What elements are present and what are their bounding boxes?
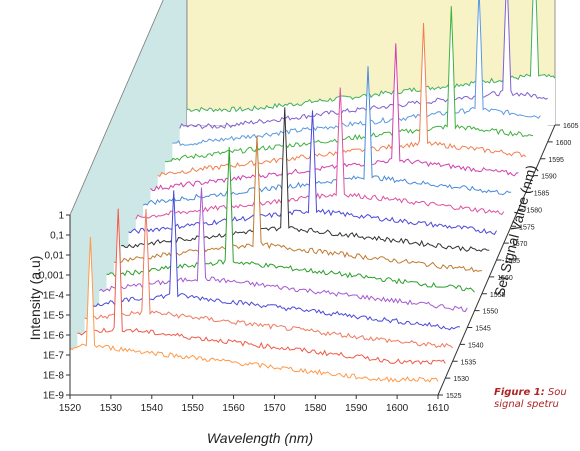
- y-tick-label: 1E-8: [43, 371, 65, 382]
- spectrum-face-1585: [157, 22, 526, 193]
- spectrum-face-1525: [70, 236, 438, 395]
- y-tick-label: 1E-7: [43, 351, 65, 362]
- spectra-series-group: [69, 0, 556, 395]
- z-tick-label: 1575: [519, 224, 535, 231]
- spectrum-face-1580: [150, 43, 519, 210]
- spectrum-1605: [186, 0, 556, 113]
- z-tick-label: 1570: [512, 241, 528, 248]
- spectrum-1575: [142, 66, 512, 206]
- spectrum-1600: [179, 0, 548, 130]
- spectrum-1545: [98, 187, 468, 313]
- caption-line2: signal spetru: [494, 399, 559, 410]
- spectrum-1590: [164, 6, 534, 163]
- spectrum-1540: [91, 190, 461, 331]
- spectrum-face-1590: [165, 6, 534, 176]
- spectrum-face-1535: [84, 209, 453, 362]
- spectrum-1560: [121, 107, 490, 252]
- z-tick-label: 1565: [505, 258, 521, 265]
- x-tick-label: 1540: [141, 403, 164, 414]
- z-tick-label: 1540: [468, 342, 484, 349]
- caption-label: Figure 1:: [494, 387, 545, 398]
- caption-text: Sou: [544, 387, 567, 398]
- x-axis-title: Wavelength (nm): [207, 430, 313, 446]
- z-tick-label: 1590: [541, 174, 557, 181]
- z-tick-label: 1555: [490, 292, 506, 299]
- spectrum-1525: [69, 236, 439, 383]
- z-tick-label: 1560: [497, 275, 513, 282]
- z-tick-label: 1545: [475, 326, 491, 333]
- y-tick-label: 0,01: [45, 251, 65, 262]
- z-tick-label: 1605: [563, 123, 579, 130]
- y-tick-label: 1E-5: [43, 311, 65, 322]
- y-tick-label: 1E-6: [43, 331, 65, 342]
- x-tick-label: 1520: [59, 403, 82, 414]
- spectrum-face-1570: [135, 87, 504, 244]
- spectrum-1570: [135, 87, 505, 220]
- spectrum-face-1605: [187, 0, 555, 125]
- spectrum-1530: [77, 208, 446, 365]
- z-tick-label: 1525: [446, 393, 462, 400]
- z-tick-label: 1550: [483, 309, 499, 316]
- x-tick-label: 1590: [345, 403, 368, 414]
- spectrum-1550: [106, 147, 475, 293]
- z-tick-label: 1530: [453, 376, 469, 383]
- spectrum-face-1545: [99, 187, 468, 328]
- spectrum-face-1565: [128, 110, 497, 260]
- z-tick-label: 1595: [548, 157, 564, 164]
- x-tick-label: 1600: [386, 403, 409, 414]
- figure-caption: Figure 1: Sou signal spetru: [494, 387, 567, 411]
- x-tick-label: 1570: [263, 403, 286, 414]
- chart-axes: 1520 1530 1540 1550 1560 1570 1580 1590 1600 1610…: [39, 123, 579, 414]
- y-tick-label: 1E-4: [43, 291, 65, 302]
- y-tick-label: 0,1: [50, 231, 64, 242]
- x-tick-label: 1580: [304, 403, 327, 414]
- x-tick-label: 1560: [222, 403, 245, 414]
- y-tick-label: 1: [58, 211, 64, 222]
- spectrum-face-1530: [77, 208, 446, 379]
- spectrum-1580: [150, 43, 519, 192]
- x-tick-label: 1610: [427, 403, 450, 414]
- z-tick-label: 1535: [461, 359, 477, 366]
- spectrum-1535: [84, 209, 453, 349]
- y-tick-label: 0,001: [39, 271, 64, 282]
- x-tick-label: 1530: [100, 403, 123, 414]
- x-tick-label: 1550: [182, 403, 205, 414]
- z-tick-label: 1580: [526, 207, 542, 214]
- spectrum-face-1600: [179, 0, 548, 142]
- spectrum-1595: [172, 0, 541, 146]
- y-tick-label: 1E-9: [43, 391, 65, 402]
- spectrum-face-1575: [143, 66, 512, 227]
- spectrum-face-1555: [113, 135, 482, 294]
- spectrum-1565: [128, 110, 497, 236]
- y-axis-title: Intensity (a.u): [27, 256, 43, 341]
- z-tick-label: 1585: [534, 191, 550, 198]
- z-tick-label: 1600: [556, 140, 572, 147]
- spectrum-face-1540: [91, 190, 460, 345]
